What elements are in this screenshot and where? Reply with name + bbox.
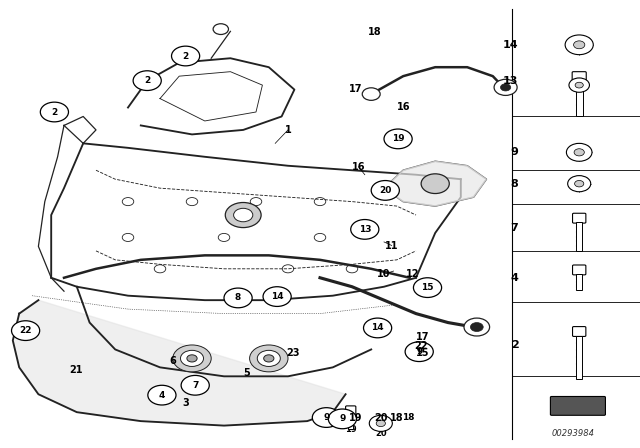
Text: 2: 2: [51, 108, 58, 116]
Circle shape: [413, 278, 442, 297]
Polygon shape: [13, 300, 346, 426]
Circle shape: [376, 420, 385, 426]
Circle shape: [575, 82, 583, 88]
Bar: [576, 336, 582, 379]
Text: 19: 19: [345, 425, 356, 434]
FancyBboxPatch shape: [573, 265, 586, 275]
Text: 17: 17: [348, 84, 362, 94]
Circle shape: [464, 318, 490, 336]
Text: 2: 2: [511, 340, 518, 350]
FancyBboxPatch shape: [550, 396, 605, 415]
Circle shape: [421, 174, 449, 194]
Text: 17: 17: [415, 332, 429, 342]
Circle shape: [565, 35, 593, 55]
Text: 19: 19: [392, 134, 404, 143]
Text: 16: 16: [351, 162, 365, 172]
Text: 00293984: 00293984: [551, 429, 595, 438]
Text: 8: 8: [511, 179, 518, 189]
Text: 15: 15: [415, 348, 429, 358]
Circle shape: [470, 323, 483, 332]
Text: 13: 13: [503, 76, 518, 86]
Text: 9: 9: [339, 414, 346, 423]
Circle shape: [172, 46, 200, 66]
Text: 5: 5: [243, 368, 250, 378]
Circle shape: [500, 84, 511, 91]
Circle shape: [573, 41, 585, 49]
Text: 18: 18: [367, 27, 381, 37]
Circle shape: [40, 102, 68, 122]
Text: 2: 2: [144, 76, 150, 85]
Text: 13: 13: [358, 225, 371, 234]
Text: 20: 20: [379, 186, 392, 195]
Text: 6: 6: [170, 356, 176, 366]
Circle shape: [234, 208, 253, 222]
Circle shape: [173, 345, 211, 372]
Text: 19: 19: [348, 413, 362, 422]
Circle shape: [575, 181, 584, 187]
Circle shape: [351, 220, 379, 239]
Circle shape: [187, 355, 197, 362]
Circle shape: [494, 79, 517, 95]
Circle shape: [225, 202, 261, 228]
Polygon shape: [384, 161, 486, 206]
Circle shape: [250, 345, 288, 372]
Circle shape: [566, 143, 592, 161]
Bar: [349, 415, 353, 429]
Circle shape: [312, 408, 340, 427]
Text: 18: 18: [402, 413, 415, 422]
Text: 1: 1: [285, 125, 291, 135]
Text: 14: 14: [271, 292, 284, 301]
Text: 22: 22: [19, 326, 32, 335]
Bar: [576, 222, 582, 251]
FancyBboxPatch shape: [572, 72, 586, 82]
Text: 9: 9: [323, 413, 330, 422]
Circle shape: [12, 321, 40, 340]
Circle shape: [328, 409, 356, 429]
Circle shape: [574, 149, 584, 156]
Circle shape: [224, 288, 252, 308]
Text: 16: 16: [396, 102, 410, 112]
Text: 20: 20: [375, 429, 387, 438]
Circle shape: [569, 78, 589, 92]
Text: 4: 4: [511, 273, 518, 283]
Text: 7: 7: [192, 381, 198, 390]
Text: 9: 9: [511, 147, 518, 157]
Text: 11: 11: [385, 241, 399, 250]
Circle shape: [568, 176, 591, 192]
Text: 7: 7: [511, 224, 518, 233]
Text: 18: 18: [390, 413, 404, 422]
Bar: [576, 81, 582, 116]
Bar: [576, 274, 582, 290]
Circle shape: [148, 385, 176, 405]
Text: 23: 23: [286, 348, 300, 358]
Text: 10: 10: [377, 269, 391, 279]
Circle shape: [405, 342, 433, 362]
Text: 2: 2: [182, 52, 189, 60]
Circle shape: [384, 129, 412, 149]
Circle shape: [181, 375, 209, 395]
Circle shape: [364, 318, 392, 338]
Text: 15: 15: [421, 283, 434, 292]
Text: 3: 3: [182, 398, 189, 408]
FancyBboxPatch shape: [573, 327, 586, 336]
Text: 14: 14: [371, 323, 384, 332]
Circle shape: [369, 415, 392, 431]
Circle shape: [371, 181, 399, 200]
Text: 4: 4: [159, 391, 165, 400]
Text: 9: 9: [416, 347, 422, 356]
Text: 14: 14: [503, 40, 518, 50]
Text: 20: 20: [374, 413, 388, 422]
Text: 12: 12: [406, 269, 420, 279]
FancyBboxPatch shape: [346, 406, 356, 416]
Text: 21: 21: [68, 365, 83, 375]
Circle shape: [180, 350, 204, 366]
Text: 8: 8: [235, 293, 241, 302]
Circle shape: [133, 71, 161, 90]
Text: 22: 22: [414, 341, 428, 351]
Circle shape: [362, 88, 380, 100]
Circle shape: [264, 355, 274, 362]
FancyBboxPatch shape: [573, 213, 586, 223]
Circle shape: [263, 287, 291, 306]
Circle shape: [257, 350, 280, 366]
